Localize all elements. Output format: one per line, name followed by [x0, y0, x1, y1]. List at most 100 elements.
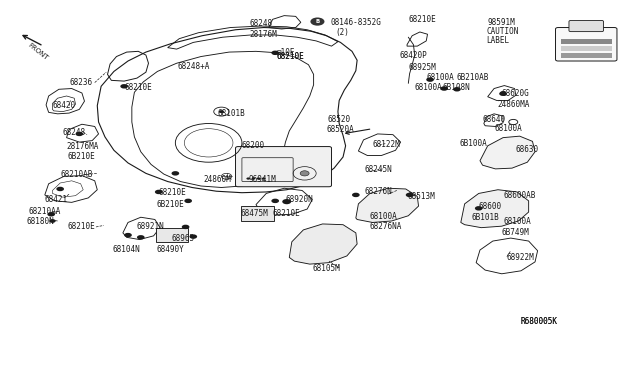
Text: 68475M: 68475M	[241, 209, 268, 218]
Text: 68210E: 68210E	[276, 52, 304, 61]
Text: 68921N: 68921N	[137, 222, 164, 231]
Text: 68104N: 68104N	[113, 245, 140, 254]
Text: 08146-8352G: 08146-8352G	[330, 18, 381, 27]
Circle shape	[300, 171, 309, 176]
Text: 68100A: 68100A	[494, 124, 522, 133]
Text: 68210E: 68210E	[124, 83, 152, 92]
Circle shape	[49, 219, 56, 223]
Text: B: B	[316, 19, 319, 24]
Text: 6B210E: 6B210E	[68, 152, 95, 161]
Circle shape	[182, 225, 189, 229]
Text: 68122M: 68122M	[372, 140, 400, 149]
FancyBboxPatch shape	[561, 46, 612, 51]
Circle shape	[155, 190, 163, 194]
Text: 68640: 68640	[483, 115, 506, 124]
Text: 68490Y: 68490Y	[156, 245, 184, 254]
Text: 68420P: 68420P	[399, 51, 427, 60]
Circle shape	[172, 171, 179, 176]
Circle shape	[271, 51, 279, 55]
Circle shape	[440, 86, 448, 91]
Text: 68421: 68421	[45, 195, 68, 204]
FancyBboxPatch shape	[561, 53, 612, 58]
Text: 68245N: 68245N	[365, 165, 392, 174]
FancyBboxPatch shape	[556, 28, 617, 61]
Text: 6B749M: 6B749M	[502, 228, 529, 237]
Circle shape	[257, 177, 260, 180]
Circle shape	[282, 199, 291, 204]
Text: 24860M: 24860M	[204, 175, 231, 184]
Circle shape	[56, 187, 64, 191]
Text: 68210AA: 68210AA	[28, 207, 61, 216]
Text: 6B100A: 6B100A	[460, 139, 487, 148]
Text: 6B108N: 6B108N	[443, 83, 470, 92]
Text: 68210AB: 68210AB	[60, 170, 93, 179]
Text: 68210E: 68210E	[159, 188, 186, 197]
Text: LABEL: LABEL	[486, 36, 509, 45]
Circle shape	[219, 110, 224, 113]
Text: 68100A: 68100A	[370, 212, 397, 221]
FancyBboxPatch shape	[561, 39, 612, 44]
Polygon shape	[356, 188, 419, 222]
Text: 68100A: 68100A	[426, 73, 454, 82]
Circle shape	[475, 206, 483, 211]
Text: 96941M: 96941M	[248, 175, 276, 184]
Text: 6B210E: 6B210E	[156, 200, 184, 209]
Text: 68100A: 68100A	[503, 217, 531, 226]
Text: 68101B: 68101B	[218, 109, 245, 118]
Text: FRONT: FRONT	[28, 42, 49, 61]
Text: 68520: 68520	[328, 115, 351, 124]
Text: 68600: 68600	[479, 202, 502, 211]
Text: 68520A: 68520A	[326, 125, 354, 134]
Text: 28176MA: 28176MA	[67, 142, 99, 151]
Circle shape	[271, 199, 279, 203]
Circle shape	[252, 177, 255, 180]
Text: 68920N: 68920N	[285, 195, 313, 204]
Circle shape	[137, 235, 145, 240]
Circle shape	[76, 132, 83, 136]
Text: 68922M: 68922M	[507, 253, 534, 262]
Circle shape	[120, 84, 128, 89]
Text: 68248+A: 68248+A	[178, 62, 211, 71]
Text: 68513M: 68513M	[407, 192, 435, 201]
Text: 68630: 68630	[516, 145, 539, 154]
Text: 68276N: 68276N	[365, 187, 392, 196]
FancyBboxPatch shape	[569, 20, 604, 32]
Circle shape	[310, 17, 324, 26]
Text: 68248: 68248	[63, 128, 86, 137]
Text: 68200: 68200	[242, 141, 265, 150]
Text: 6B101B: 6B101B	[471, 213, 499, 222]
Polygon shape	[461, 190, 529, 228]
Circle shape	[352, 193, 360, 197]
Text: 68276NA: 68276NA	[370, 222, 403, 231]
Polygon shape	[289, 224, 357, 264]
FancyBboxPatch shape	[241, 206, 274, 221]
Text: 68100A: 68100A	[415, 83, 442, 92]
Text: ⚂10E: ⚂10E	[276, 48, 295, 57]
Text: 68210E: 68210E	[273, 209, 300, 218]
Text: 68965: 68965	[172, 234, 195, 243]
Text: 28176M: 28176M	[250, 30, 277, 39]
Text: CAUTION: CAUTION	[486, 28, 519, 36]
Text: 68210E: 68210E	[68, 222, 95, 231]
Text: 98591M: 98591M	[488, 18, 515, 27]
Text: 68248: 68248	[250, 19, 273, 28]
Text: 68620G: 68620G	[502, 89, 529, 98]
Text: 6B210AB: 6B210AB	[457, 73, 490, 82]
Circle shape	[499, 92, 507, 96]
Circle shape	[500, 91, 506, 95]
Circle shape	[124, 233, 132, 237]
Text: (2): (2)	[335, 28, 349, 37]
Text: 68105M: 68105M	[312, 264, 340, 273]
Text: 68180N: 68180N	[27, 217, 54, 226]
FancyBboxPatch shape	[236, 147, 332, 187]
Circle shape	[453, 87, 461, 92]
Polygon shape	[480, 136, 535, 169]
Circle shape	[426, 77, 434, 82]
Circle shape	[189, 234, 197, 239]
Text: 68600AB: 68600AB	[503, 191, 536, 200]
Text: R680005K: R680005K	[521, 317, 558, 326]
Circle shape	[262, 177, 266, 180]
Text: 68420: 68420	[52, 101, 76, 110]
FancyBboxPatch shape	[156, 228, 188, 242]
Text: R680005K: R680005K	[521, 317, 558, 326]
